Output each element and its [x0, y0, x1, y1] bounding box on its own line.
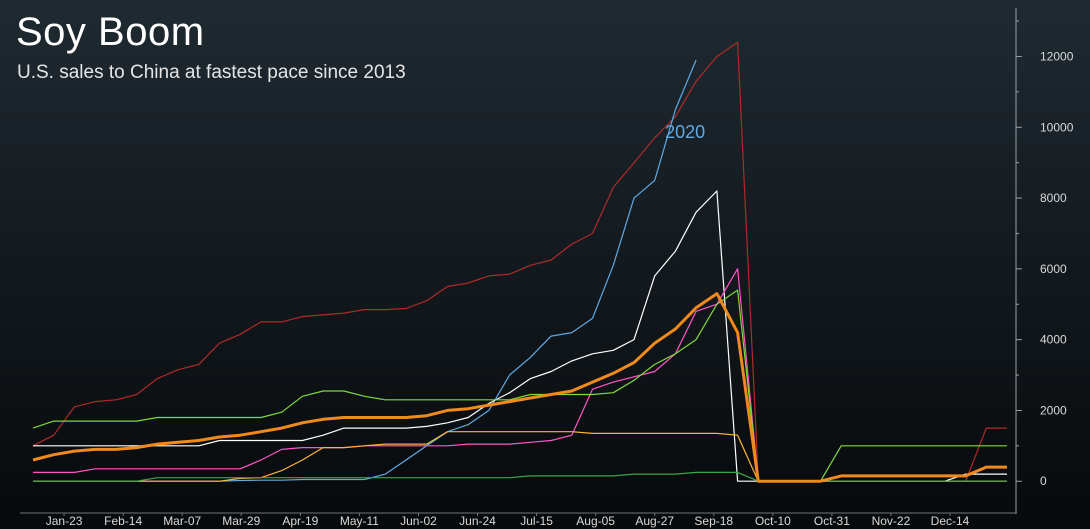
x-tick-label: Dec-14 — [931, 514, 970, 528]
series-line-5 — [32, 289, 1007, 482]
annotation-label: 2020 — [665, 122, 705, 142]
series-line-1 — [32, 41, 1007, 482]
x-tick-label: Feb-14 — [104, 514, 142, 528]
y-tick-label: 8000 — [1040, 191, 1067, 205]
x-tick-label: Sep-18 — [694, 514, 733, 528]
axis-layer: 0 2000 4000 6000 8000 10000 12000 Jan-23 Feb-14 M… — [20, 8, 1074, 528]
x-tick-label: Aug-05 — [576, 514, 615, 528]
x-tick-label: Jun-02 — [400, 514, 437, 528]
x-tick-label: Apr-19 — [282, 514, 318, 528]
x-tick-label: Jul-15 — [520, 514, 553, 528]
x-tick-label: Mar-29 — [222, 514, 260, 528]
series-line-3 — [33, 190, 1007, 482]
x-tick-label: May-11 — [340, 514, 379, 528]
y-tick-label: 10000 — [1040, 120, 1074, 134]
series-line-8 — [32, 292, 1007, 483]
y-tick-label: 0 — [1040, 474, 1047, 488]
y-tick-label: 4000 — [1040, 333, 1067, 347]
series-line-7 — [33, 471, 1007, 482]
x-tick-label: Mar-07 — [163, 514, 201, 528]
x-tick-label: Jan-23 — [46, 514, 83, 528]
x-tick-label: Nov-22 — [872, 514, 911, 528]
chart-title: Soy Boom — [16, 10, 205, 54]
y-tick-label: 12000 — [1040, 49, 1074, 63]
chart-subtitle: U.S. sales to China at fastest pace sinc… — [17, 62, 406, 83]
x-tick-label: Jun-24 — [459, 514, 496, 528]
x-tick-label: Aug-27 — [635, 514, 674, 528]
x-tick-label: Oct-31 — [814, 514, 850, 528]
y-tick-label: 2000 — [1040, 403, 1067, 417]
series-layer — [32, 41, 1007, 483]
annotation-layer: 2020 — [665, 122, 705, 142]
x-tick-label: Oct-10 — [755, 514, 791, 528]
series-line-6 — [33, 431, 1007, 482]
y-tick-label: 6000 — [1040, 262, 1067, 276]
series-line-4 — [33, 268, 1007, 482]
